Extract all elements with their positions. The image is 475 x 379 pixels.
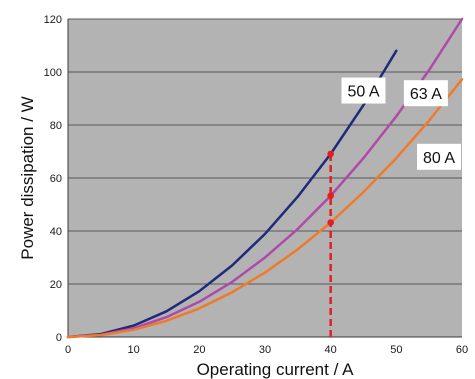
x-tick-label: 50 [390,344,402,356]
label-background [403,80,448,107]
curve-label-text: 80 A [423,150,455,167]
label-background [417,143,462,170]
curve-labels: 50 A 63 A 80 A [341,77,462,170]
series-line-80a [66,78,464,339]
series-curves [66,17,464,339]
x-tick-label: 20 [193,344,205,356]
x-tick-label: 30 [259,344,271,356]
reference-marker [327,219,334,226]
y-tick-label: 60 [50,173,62,185]
grid-lines [67,18,462,338]
reference-marker [327,150,334,158]
reference-line-group [327,150,334,337]
series-line-63a [66,17,464,339]
y-tick-label: 100 [44,67,62,79]
series-line-50a [66,49,398,339]
y-tick-label: 0 [56,332,62,344]
x-tick-label: 60 [456,344,468,356]
curve-label-box: 50 A [341,77,386,104]
y-tick-label: 120 [44,14,62,26]
y-tick-label: 20 [50,279,62,291]
curve-label-box: 80 A [417,143,462,170]
curve-label-box: 63 A [403,80,448,107]
x-axis-title: Operating current / A [197,360,355,379]
y-axis-title: Power dissipation / W [18,96,37,259]
tick-labels: 0 10 20 30 40 50 60 0 20 40 60 80 100 120 [44,14,468,356]
x-tick-label: 0 [65,344,71,356]
label-background [341,77,386,104]
x-tick-label: 10 [128,344,140,356]
y-tick-label: 80 [50,120,62,132]
reference-marker [327,192,334,200]
y-tick-label: 40 [50,226,62,238]
curve-label-text: 63 A [410,86,442,103]
curve-label-text: 50 A [347,84,379,101]
x-tick-label: 40 [325,344,337,356]
